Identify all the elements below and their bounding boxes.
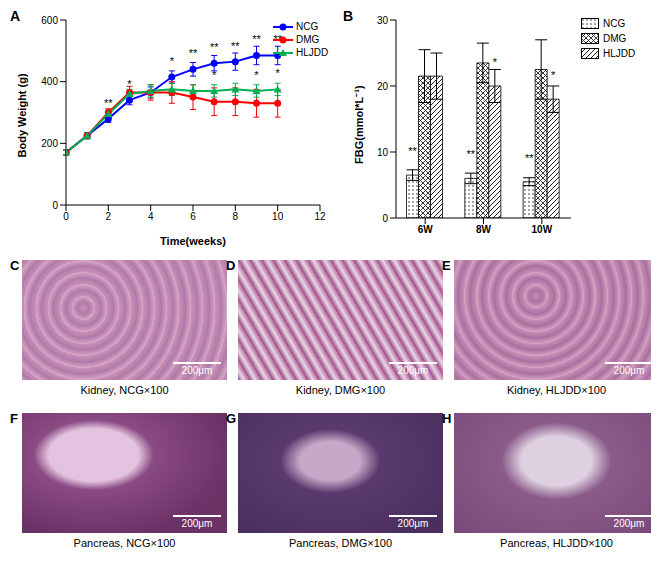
svg-text:**: ** bbox=[408, 145, 417, 157]
svg-text:10W: 10W bbox=[532, 224, 553, 235]
svg-text:12: 12 bbox=[314, 211, 326, 222]
svg-text:2: 2 bbox=[106, 211, 112, 222]
html-text:B: B bbox=[343, 8, 354, 24]
html-text:D: D bbox=[226, 258, 236, 273]
svg-text:0: 0 bbox=[52, 200, 58, 211]
svg-text:20: 20 bbox=[377, 81, 389, 92]
html-text:200μm: 200μm bbox=[397, 518, 429, 529]
svg-text:Time(weeks): Time(weeks) bbox=[160, 235, 226, 247]
html-text:Pancreas, DMG×100: Pancreas, DMG×100 bbox=[289, 537, 392, 549]
svg-text:**: ** bbox=[231, 40, 240, 52]
html-text:Kidney, HLJDD×100: Kidney, HLJDD×100 bbox=[506, 384, 607, 396]
svg-text:600: 600 bbox=[41, 15, 58, 26]
svg-text:**: ** bbox=[210, 41, 219, 53]
html-text:200μm: 200μm bbox=[397, 365, 429, 376]
svg-text:6W: 6W bbox=[418, 224, 434, 235]
svg-text:**: ** bbox=[525, 152, 534, 164]
svg-text:400: 400 bbox=[41, 76, 58, 87]
svg-text:*: * bbox=[276, 67, 281, 79]
svg-text:*: * bbox=[127, 78, 132, 90]
html-text:HLJDD: HLJDD bbox=[603, 48, 636, 59]
html-text:Pancreas, HLJDD×100: Pancreas, HLJDD×100 bbox=[500, 537, 613, 549]
html-text:DMG: DMG bbox=[296, 34, 320, 45]
html-text:Kidney, NCG×100: Kidney, NCG×100 bbox=[80, 384, 169, 396]
html-text:200μm: 200μm bbox=[181, 518, 213, 529]
html-text:F: F bbox=[10, 411, 18, 426]
svg-text:*: * bbox=[551, 69, 556, 81]
svg-text:Body Weight (g): Body Weight (g) bbox=[16, 73, 28, 157]
svg-text:0: 0 bbox=[63, 211, 69, 222]
svg-text:*: * bbox=[254, 69, 259, 81]
html-text:200μm: 200μm bbox=[181, 365, 213, 376]
svg-text:10: 10 bbox=[272, 211, 284, 222]
html-text:G: G bbox=[226, 411, 237, 426]
html-text:H: H bbox=[442, 411, 452, 426]
svg-text:8W: 8W bbox=[476, 224, 492, 235]
svg-text:*: * bbox=[170, 55, 175, 67]
svg-text:**: ** bbox=[252, 33, 261, 45]
svg-text:30: 30 bbox=[377, 15, 389, 26]
html-text:Pancreas, NCG×100: Pancreas, NCG×100 bbox=[73, 537, 176, 549]
html-text:200μm: 200μm bbox=[613, 365, 645, 376]
svg-text:0: 0 bbox=[382, 213, 388, 224]
html-text:NCG: NCG bbox=[603, 18, 626, 29]
html-text:DMG: DMG bbox=[603, 33, 627, 44]
html-text:HLJDD: HLJDD bbox=[296, 47, 329, 58]
html-text:NCG: NCG bbox=[296, 21, 319, 32]
svg-text:**: ** bbox=[104, 97, 113, 109]
html-text:200μm: 200μm bbox=[613, 518, 645, 529]
html-text:A: A bbox=[10, 8, 21, 24]
svg-text:**: ** bbox=[189, 47, 198, 59]
html-text:E: E bbox=[442, 258, 451, 273]
svg-text:8: 8 bbox=[233, 211, 239, 222]
svg-text:*: * bbox=[493, 56, 498, 68]
svg-text:10: 10 bbox=[377, 147, 389, 158]
svg-text:*: * bbox=[212, 69, 217, 81]
svg-text:6: 6 bbox=[190, 211, 196, 222]
svg-text:**: ** bbox=[467, 148, 476, 160]
html-text:Kidney, DMG×100: Kidney, DMG×100 bbox=[295, 384, 386, 396]
svg-text:FBG(mmol*L⁻¹): FBG(mmol*L⁻¹) bbox=[353, 85, 365, 164]
html-text:C: C bbox=[10, 258, 20, 273]
svg-text:200: 200 bbox=[41, 138, 58, 149]
svg-text:4: 4 bbox=[148, 211, 154, 222]
